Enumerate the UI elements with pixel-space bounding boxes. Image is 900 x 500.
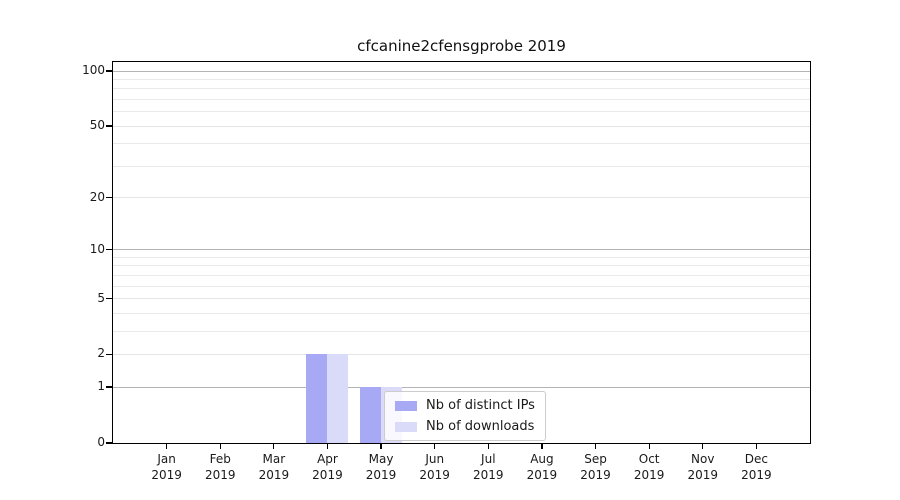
x-tick-mark <box>434 444 436 449</box>
x-tick-mark <box>273 444 275 449</box>
distinct-ips-swatch-icon <box>395 400 417 411</box>
x-tick-label: Apr 2019 <box>312 452 343 482</box>
x-tick-mark <box>487 444 489 449</box>
tick-gridline <box>112 298 810 300</box>
x-tick-mark <box>326 444 329 449</box>
minor-gridline <box>112 312 810 314</box>
legend-label: Nb of distinct IPs <box>426 398 535 413</box>
y-tick-mark <box>106 196 112 199</box>
x-tick-mark <box>541 444 543 449</box>
y-tick-label: 20 <box>89 189 105 204</box>
tick-gridline <box>112 197 810 199</box>
major-gridline <box>112 70 810 72</box>
x-tick-label: Oct 2019 <box>633 452 665 482</box>
minor-gridline <box>112 143 810 145</box>
y-tick-label: 5 <box>97 290 105 305</box>
plot-area <box>111 60 811 444</box>
y-tick-label: 2 <box>97 346 105 361</box>
minor-gridline <box>112 256 810 258</box>
y-tick-mark <box>106 125 112 127</box>
minor-gridline <box>112 285 810 287</box>
minor-gridline <box>112 165 810 167</box>
x-tick-label: Jan 2019 <box>151 452 182 482</box>
y-tick-mark <box>106 70 112 72</box>
y-tick-label: 50 <box>89 118 105 133</box>
x-tick-mark <box>702 444 704 449</box>
downloads-swatch-icon <box>395 421 417 432</box>
y-tick-label: 0 <box>97 435 105 449</box>
minor-gridline <box>112 265 810 267</box>
minor-gridline <box>112 274 810 276</box>
x-tick-mark <box>165 444 168 449</box>
tick-gridline <box>112 353 810 355</box>
y-tick-mark <box>106 353 112 356</box>
x-tick-mark <box>219 444 221 449</box>
x-tick-label: Sep 2019 <box>580 452 611 482</box>
x-tick-label: May 2019 <box>365 452 397 482</box>
chart-title: cfcanine2cfensgprobe 2019 <box>357 37 566 55</box>
x-tick-label: Jul 2019 <box>473 452 504 482</box>
x-tick-mark <box>380 444 382 449</box>
bar-nb-of-distinct-ips <box>359 386 381 443</box>
x-tick-label: Dec 2019 <box>741 452 772 482</box>
bar-nb-of-distinct-ips <box>305 353 327 443</box>
y-tick-label: 100 <box>82 63 105 77</box>
legend-item-distinct-ips: Nb of distinct IPs <box>395 398 535 413</box>
minor-gridline <box>112 330 810 332</box>
major-gridline <box>112 386 810 388</box>
minor-gridline <box>112 78 810 80</box>
x-tick-label: Feb 2019 <box>204 452 236 482</box>
legend-item-downloads: Nb of downloads <box>395 419 535 434</box>
x-tick-mark <box>594 444 597 449</box>
x-tick-mark <box>648 444 650 449</box>
tick-gridline <box>112 125 810 127</box>
x-tick-mark <box>755 444 758 449</box>
x-tick-label: Mar 2019 <box>258 452 290 482</box>
legend: Nb of distinct IPs Nb of downloads <box>384 391 546 441</box>
major-gridline <box>112 249 810 251</box>
x-tick-label: Aug 2019 <box>526 452 558 482</box>
y-tick-mark <box>106 386 112 388</box>
y-tick-label: 10 <box>89 241 105 256</box>
bar-nb-of-downloads <box>326 353 348 443</box>
legend-label: Nb of downloads <box>426 419 535 434</box>
y-tick-mark <box>106 297 112 300</box>
minor-gridline <box>112 88 810 90</box>
x-tick-label: Nov 2019 <box>687 452 719 482</box>
minor-gridline <box>112 98 810 100</box>
y-tick-mark <box>106 249 112 251</box>
x-tick-label: Jun 2019 <box>419 452 450 482</box>
y-tick-mark <box>106 442 112 444</box>
y-tick-label: 1 <box>97 379 105 394</box>
minor-gridline <box>112 111 810 113</box>
